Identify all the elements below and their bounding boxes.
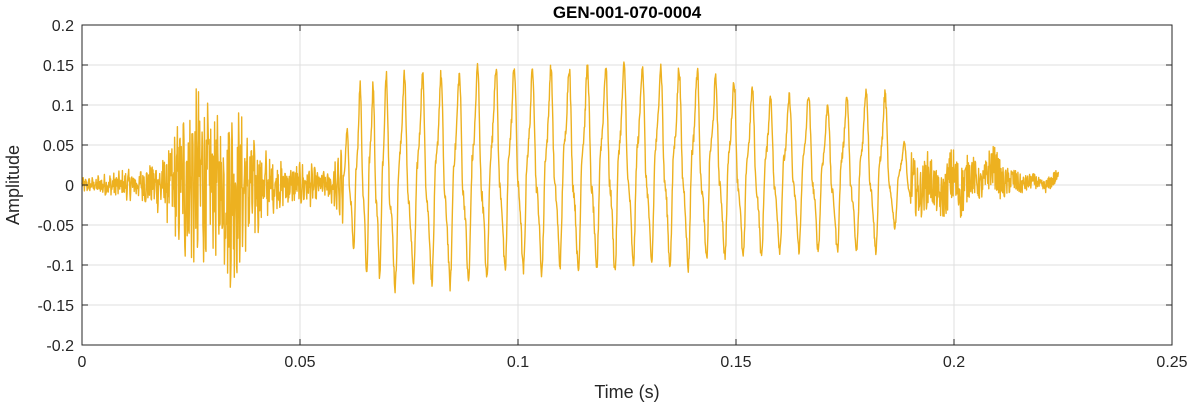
y-tick-label: -0.2 xyxy=(46,338,74,355)
x-tick-label: 0.1 xyxy=(507,354,529,371)
x-axis-label: Time (s) xyxy=(594,382,659,402)
y-tick-label: -0.05 xyxy=(38,218,75,235)
axis-ticks: 0 0.05 0.1 0.15 0.2 0.25 0.2 0.15 0.1 0.05 0 -0.05 -… xyxy=(38,18,1188,371)
chart-title: GEN-001-070-0004 xyxy=(553,3,702,22)
x-tick-label: 0.2 xyxy=(943,354,965,371)
y-tick-label: 0 xyxy=(65,178,74,195)
y-tick-label: 0.1 xyxy=(52,98,74,115)
y-tick-label: 0.15 xyxy=(43,58,74,75)
waveform-trace xyxy=(81,61,1060,294)
y-tick-label: 0.05 xyxy=(43,138,74,155)
trace-layer xyxy=(81,61,1060,294)
y-tick-label: 0.2 xyxy=(52,18,74,35)
y-tick-label: -0.15 xyxy=(38,298,75,315)
x-tick-label: 0 xyxy=(78,354,87,371)
x-tick-label: 0.05 xyxy=(284,354,315,371)
y-axis-label: Amplitude xyxy=(3,145,23,225)
y-tick-label: -0.1 xyxy=(46,258,74,275)
x-tick-label: 0.25 xyxy=(1156,354,1187,371)
x-tick-label: 0.15 xyxy=(720,354,751,371)
